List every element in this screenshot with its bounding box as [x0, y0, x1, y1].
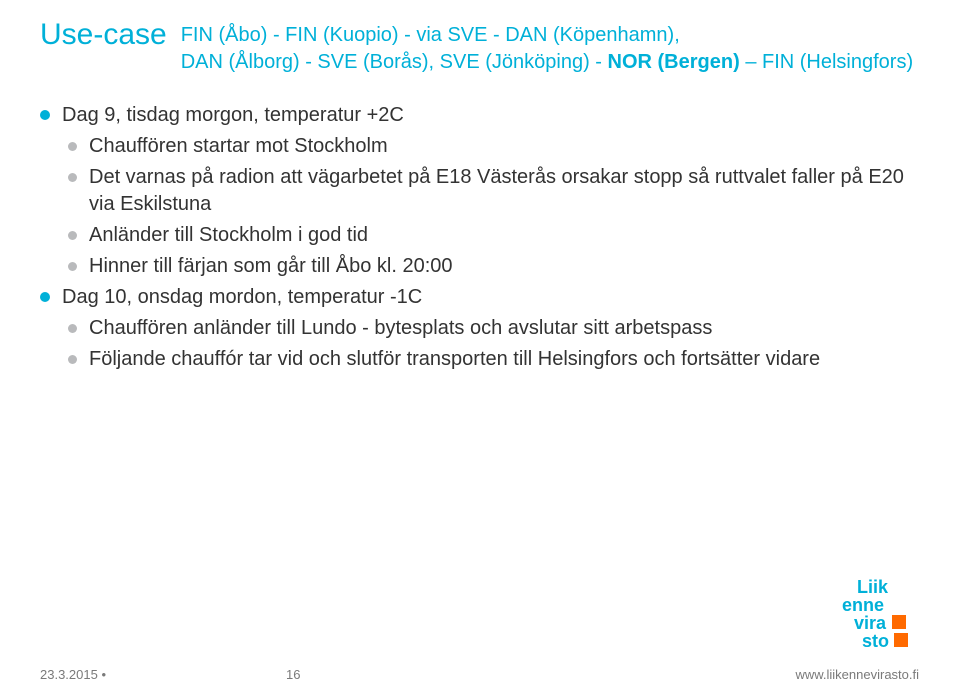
bullet-item: Dag 10, onsdag mordon, temperatur -1C — [40, 284, 919, 311]
logo-accent-square — [892, 615, 906, 629]
footer-url: www.liikennevirasto.fi — [795, 667, 919, 682]
bullet-text: Hinner till färjan som går till Åbo kl. … — [89, 253, 919, 280]
bullet-dot-icon — [68, 324, 77, 333]
subtitle-line2-bold: NOR (Bergen) — [608, 51, 746, 73]
liikennevirasto-logo: Liik enne vira sto — [829, 577, 919, 654]
logo-text-2: enne — [842, 595, 884, 615]
footer-page-number: 16 — [286, 667, 300, 682]
subtitle-line2-c: – FIN (Helsingfors) — [745, 51, 913, 73]
subtitle-line1: FIN (Åbo) - FIN (Kuopio) - via SVE - DAN… — [181, 24, 680, 46]
logo-accent-square — [894, 633, 908, 647]
subtitle-line2-a: DAN (Ålborg) - SVE (Borås), SVE (Jönköpi… — [181, 51, 608, 73]
bullet-item: Anländer till Stockholm i god tid — [68, 222, 919, 249]
bullet-dot-icon — [68, 231, 77, 240]
logo-text-4: sto — [862, 631, 889, 649]
bullet-text: Följande chauffór tar vid och slutför tr… — [89, 346, 919, 373]
logo-svg: Liik enne vira sto — [829, 577, 919, 649]
slide-title: Use-case — [40, 18, 167, 51]
bullet-dot-icon — [68, 262, 77, 271]
bullet-dot-icon — [40, 110, 50, 120]
slide-header: Use-case FIN (Åbo) - FIN (Kuopio) - via … — [40, 18, 919, 76]
bullet-item: Hinner till färjan som går till Åbo kl. … — [68, 253, 919, 280]
slide: Use-case FIN (Åbo) - FIN (Kuopio) - via … — [0, 0, 959, 694]
bullet-dot-icon — [68, 173, 77, 182]
bullet-text: Dag 9, tisdag morgon, temperatur +2C — [62, 102, 919, 129]
bullet-item: Chauffören anländer till Lundo - bytespl… — [68, 315, 919, 342]
bullet-item: Det varnas på radion att vägarbetet på E… — [68, 164, 919, 218]
bullet-text: Anländer till Stockholm i god tid — [89, 222, 919, 249]
bullet-dot-icon — [40, 292, 50, 302]
bullet-item: Dag 9, tisdag morgon, temperatur +2C — [40, 102, 919, 129]
bullet-text: Det varnas på radion att vägarbetet på E… — [89, 164, 919, 218]
bullet-item: Följande chauffór tar vid och slutför tr… — [68, 346, 919, 373]
logo-text-1: Liik — [857, 577, 889, 597]
footer-date: 23.3.2015 • — [40, 667, 106, 682]
slide-content: Dag 9, tisdag morgon, temperatur +2C Cha… — [40, 102, 919, 373]
footer-left: 23.3.2015 • 16 — [40, 667, 300, 682]
slide-subtitle: FIN (Åbo) - FIN (Kuopio) - via SVE - DAN… — [181, 22, 913, 76]
bullet-dot-icon — [68, 355, 77, 364]
bullet-item: Chauffören startar mot Stockholm — [68, 133, 919, 160]
slide-footer: 23.3.2015 • 16 www.liikennevirasto.fi — [0, 667, 959, 682]
bullet-text: Chauffören startar mot Stockholm — [89, 133, 919, 160]
bullet-dot-icon — [68, 142, 77, 151]
logo-text-3: vira — [854, 613, 887, 633]
bullet-text: Chauffören anländer till Lundo - bytespl… — [89, 315, 919, 342]
bullet-text: Dag 10, onsdag mordon, temperatur -1C — [62, 284, 919, 311]
